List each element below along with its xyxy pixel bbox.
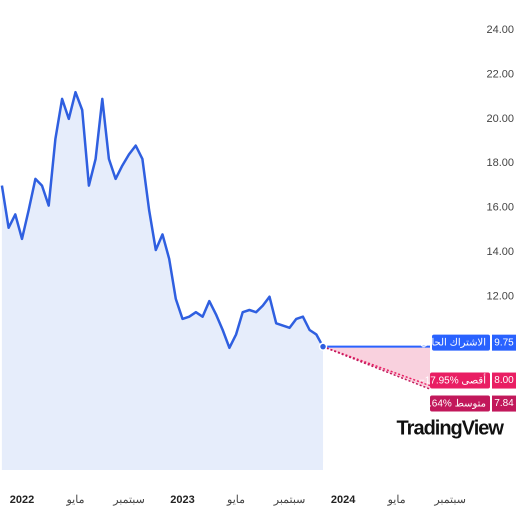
max-name: أقصى <box>461 373 486 386</box>
max-value-box <box>492 372 516 389</box>
average-value: 7.84 <box>494 398 514 409</box>
last-point <box>318 342 328 351</box>
x-tick-label: 2022 <box>10 494 34 506</box>
average-name: متوسط <box>455 398 486 409</box>
max-label: −17.95% أقصى <box>419 373 486 386</box>
y-tick-label: 14.00 <box>486 246 514 258</box>
x-tick-label: 2023 <box>170 494 194 506</box>
y-tick-label: 24.00 <box>486 24 514 36</box>
x-tick-label: 2024 <box>331 494 356 506</box>
max-label-box <box>430 372 490 389</box>
x-tick-label: مايو <box>65 494 84 506</box>
y-tick-label: 16.00 <box>486 202 514 214</box>
y-tick-label: 20.00 <box>486 113 514 125</box>
max-change: −17.95% <box>419 375 459 386</box>
average-label-box <box>430 395 490 412</box>
average-change: −19.64% <box>412 398 452 409</box>
x-tick-label: مايو <box>226 494 245 506</box>
y-tick-label: 12.00 <box>486 291 514 303</box>
y-tick-label: 22.00 <box>486 68 514 80</box>
forecast-average <box>322 345 431 390</box>
forecast-max <box>322 345 431 387</box>
x-tick-label: سبتمبر <box>433 494 466 506</box>
y-tick-label: 18.00 <box>486 157 514 169</box>
average-label: −19.64% متوسط <box>412 398 486 409</box>
current-value: 9.75 <box>494 337 514 348</box>
max-value: 8.00 <box>494 375 514 386</box>
x-tick-label: سبتمبر <box>112 494 145 506</box>
x-tick-label: سبتمبر <box>273 494 306 506</box>
logo: TradingView <box>397 417 505 439</box>
price-line <box>0 90 325 350</box>
area <box>1 92 324 470</box>
x-tick-label: مايو <box>387 494 406 506</box>
current-value-box <box>492 334 516 351</box>
current-label-box <box>432 334 490 351</box>
average-value-box <box>492 395 516 412</box>
current-label: الاشتراك الحالي <box>420 337 486 348</box>
